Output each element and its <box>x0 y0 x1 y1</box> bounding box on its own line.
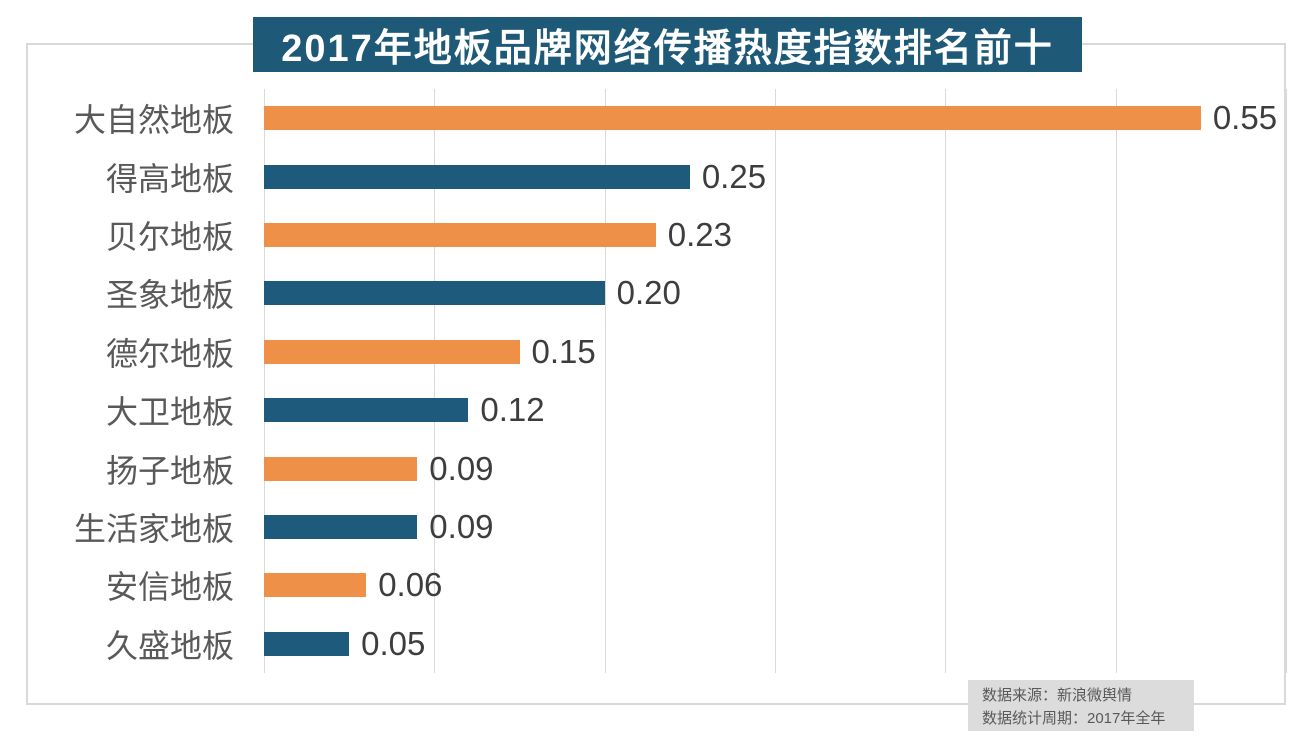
value-label: 0.25 <box>701 157 767 195</box>
bar-row: 生活家地板 0.09 <box>28 498 1286 556</box>
bar-track: 0.06 <box>264 556 1286 614</box>
bar-track: 0.25 <box>264 147 1286 205</box>
bar-track: 0.15 <box>264 323 1286 381</box>
value-label: 0.06 <box>378 566 443 604</box>
gridline <box>604 89 606 673</box>
bar-track: 0.55 <box>264 89 1286 147</box>
bar-row: 大卫地板 0.12 <box>28 381 1286 439</box>
gridline <box>1286 89 1287 673</box>
bar-rows: 大自然地板 0.55 得高地板 0.25 贝尔地板 0.23 圣象地板 0.20 德尔地板 0.1… <box>28 89 1286 673</box>
bar <box>264 398 469 423</box>
bar-row: 扬子地板 0.09 <box>28 439 1286 497</box>
value-label: 0.55 <box>1212 99 1278 137</box>
category-label: 生活家地板 <box>73 511 234 548</box>
bar <box>264 223 656 248</box>
bar <box>264 106 1201 131</box>
value-label: 0.09 <box>429 449 494 487</box>
bar-track: 0.09 <box>264 439 1286 497</box>
bar-track: 0.23 <box>264 206 1286 264</box>
value-label: 0.09 <box>429 508 494 546</box>
gridline <box>434 89 436 673</box>
bar <box>264 281 605 306</box>
value-label: 0.12 <box>480 391 545 429</box>
source-note-box: 数据来源：新浪微舆情 数据统计周期：2017年全年 <box>968 680 1194 731</box>
gridline <box>1115 89 1117 673</box>
category-label: 德尔地板 <box>105 335 234 372</box>
bar <box>264 515 418 540</box>
gridline <box>264 89 265 673</box>
value-label: 0.05 <box>361 624 426 662</box>
category-label: 圣象地板 <box>105 277 234 314</box>
chart-title: 2017年地板品牌网络传播热度指数排名前十 <box>281 28 1054 70</box>
source-note-line2: 数据统计周期：2017年全年 <box>982 710 1166 727</box>
bar-track: 0.09 <box>264 498 1286 556</box>
bar-track: 0.05 <box>264 615 1286 673</box>
bar <box>264 456 418 481</box>
category-label: 大自然地板 <box>73 102 234 139</box>
gridline <box>945 89 947 673</box>
category-label: 安信地板 <box>105 569 234 606</box>
category-label: 得高地板 <box>105 160 234 197</box>
bar-track: 0.20 <box>264 264 1286 322</box>
gridline <box>775 89 776 673</box>
bar-row: 久盛地板 0.05 <box>28 615 1286 673</box>
category-label: 贝尔地板 <box>105 219 234 256</box>
category-label: 大卫地板 <box>105 394 234 431</box>
chart-title-banner: 2017年地板品牌网络传播热度指数排名前十 <box>253 17 1082 72</box>
bar-row: 大自然地板 0.55 <box>28 89 1286 147</box>
bar <box>264 164 690 189</box>
bar-row: 安信地板 0.06 <box>28 556 1286 614</box>
category-label: 扬子地板 <box>105 452 234 489</box>
bar <box>264 573 367 598</box>
category-label: 久盛地板 <box>105 627 234 664</box>
bar-row: 得高地板 0.25 <box>28 147 1286 205</box>
bar-row: 贝尔地板 0.23 <box>28 206 1286 264</box>
bar-row: 圣象地板 0.20 <box>28 264 1286 322</box>
source-note-line1: 数据来源：新浪微舆情 <box>982 687 1133 704</box>
value-label: 0.23 <box>667 216 732 254</box>
value-label: 0.15 <box>531 332 596 370</box>
gridlines-layer <box>264 89 1287 673</box>
bar <box>264 631 350 656</box>
bar-track: 0.12 <box>264 381 1286 439</box>
value-label: 0.20 <box>616 274 681 312</box>
bar-row: 德尔地板 0.15 <box>28 323 1286 381</box>
bar <box>264 339 520 364</box>
